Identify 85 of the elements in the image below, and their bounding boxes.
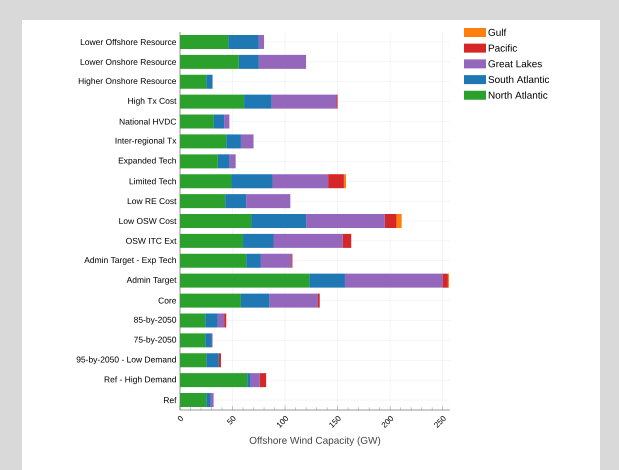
bar — [260, 254, 292, 268]
bar — [258, 34, 264, 49]
bar — [231, 174, 272, 188]
bar — [396, 214, 402, 228]
legend-label: Great Lakes — [488, 60, 542, 68]
bar — [180, 294, 241, 308]
bar — [250, 373, 260, 388]
bar — [247, 373, 250, 388]
bar — [342, 234, 352, 248]
bar — [238, 54, 259, 69]
bar — [246, 254, 261, 268]
bar — [244, 94, 272, 109]
bar — [180, 134, 226, 148]
bar — [225, 194, 246, 208]
bar — [442, 274, 448, 288]
bar — [328, 174, 344, 188]
y-tick-label: High Tx Cost — [128, 98, 176, 106]
y-tick-label: Admin Target — [126, 276, 176, 285]
bar — [224, 114, 230, 129]
y-tick-label: Ref - High Demand — [104, 376, 176, 384]
legend-label: Gulf — [488, 28, 506, 36]
bar — [306, 214, 385, 228]
y-tick-label: Low RE Cost — [128, 198, 176, 204]
y-tick-label: 95-by-2050 - Low Demand — [76, 356, 176, 364]
bar — [228, 34, 259, 49]
y-tick-label: Limited Tech — [130, 178, 176, 184]
y-tick-label: Higher Onshore Resource — [78, 78, 176, 86]
bar — [240, 134, 254, 148]
bar — [274, 234, 343, 248]
bar — [260, 373, 266, 388]
bar — [180, 393, 206, 408]
y-tick-label: Lower Offshore Resource — [80, 38, 176, 46]
legend-label: North Atlantic — [488, 91, 548, 99]
bar — [180, 54, 239, 69]
bar — [258, 54, 306, 69]
y-tick-label: 75-by-2050 — [134, 336, 176, 344]
bar — [210, 393, 214, 408]
bar — [229, 154, 236, 168]
bar — [271, 94, 337, 109]
bar — [180, 154, 218, 168]
y-tick-label: Lower Onshore Resource — [80, 58, 176, 65]
bar — [214, 114, 224, 129]
legend-label: South Atlantic — [488, 76, 550, 84]
bar — [180, 254, 246, 268]
bar — [384, 214, 396, 228]
y-tick-label: Expanded Tech — [118, 157, 176, 166]
bar — [218, 154, 230, 168]
bar — [269, 294, 318, 308]
bar — [180, 174, 232, 188]
y-tick-label: 85-by-2050 — [134, 316, 176, 324]
bar — [180, 194, 226, 208]
bar — [180, 234, 244, 248]
bar — [246, 194, 290, 208]
x-axis-title: Offshore Wind Capacity (GW) — [250, 436, 380, 446]
bar — [205, 333, 212, 348]
bar — [226, 134, 241, 148]
y-tick-label: Core — [158, 298, 176, 304]
bar — [344, 274, 443, 288]
bar — [180, 274, 310, 288]
bar — [206, 353, 219, 368]
bar — [180, 313, 206, 328]
bar — [205, 313, 218, 328]
legend-label: Pacific — [488, 44, 518, 52]
bar — [251, 214, 306, 228]
bar — [218, 313, 224, 328]
y-tick-label: OSW ITC Ext — [126, 238, 176, 244]
bar — [180, 214, 252, 228]
y-tick-label: Ref — [164, 396, 176, 404]
bar — [180, 34, 228, 49]
y-tick-label: Inter-regional Tx — [116, 137, 176, 146]
bar — [243, 234, 274, 248]
bar — [180, 74, 206, 89]
bar — [180, 353, 206, 368]
bar — [206, 393, 210, 408]
bar — [240, 294, 270, 308]
bar — [272, 174, 328, 188]
y-tick-label: Low OSW Cost — [119, 218, 176, 224]
bar — [180, 373, 248, 388]
bar — [180, 94, 244, 109]
bar — [309, 274, 345, 288]
y-tick-label: National HVDC — [120, 118, 176, 125]
bar — [180, 333, 206, 348]
bar — [206, 74, 213, 89]
bar — [180, 114, 214, 129]
y-tick-label: Admin Target - Exp Tech — [84, 256, 176, 265]
